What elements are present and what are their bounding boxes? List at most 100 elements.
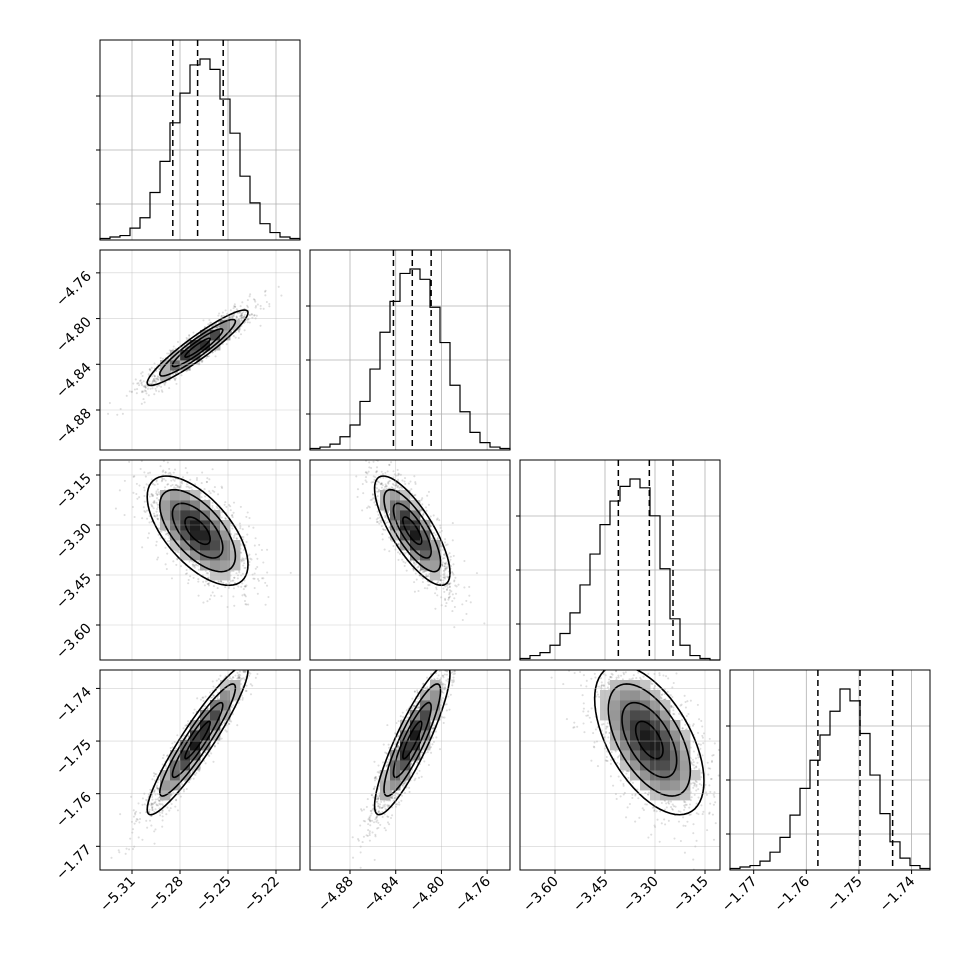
sample-point bbox=[151, 375, 154, 378]
sample-point bbox=[153, 499, 156, 503]
sample-point bbox=[164, 381, 167, 384]
histogram-panel-2 bbox=[516, 459, 721, 661]
y-tick-label: −3.30 bbox=[53, 521, 95, 563]
sample-point bbox=[444, 567, 447, 570]
sample-point bbox=[166, 552, 169, 555]
sample-point bbox=[235, 537, 238, 540]
sample-point bbox=[379, 483, 382, 486]
sample-point bbox=[147, 532, 151, 535]
sample-point bbox=[375, 470, 379, 473]
sample-point bbox=[475, 572, 479, 575]
sample-point bbox=[143, 510, 146, 513]
sample-point bbox=[421, 497, 424, 500]
sample-point bbox=[144, 386, 147, 389]
sample-point bbox=[160, 389, 163, 392]
sample-point bbox=[138, 384, 141, 387]
sample-point bbox=[134, 378, 137, 381]
sample-point bbox=[375, 471, 378, 474]
density-cell bbox=[190, 540, 201, 551]
sample-point bbox=[453, 626, 456, 629]
sample-point bbox=[164, 533, 168, 536]
sample-point bbox=[148, 471, 152, 474]
sample-point bbox=[156, 483, 159, 486]
sample-point bbox=[242, 316, 245, 319]
sample-point bbox=[170, 455, 172, 457]
sample-point bbox=[259, 304, 262, 308]
sample-point bbox=[168, 467, 171, 470]
sample-point bbox=[211, 591, 214, 594]
sample-point bbox=[367, 505, 370, 508]
sample-point bbox=[375, 521, 378, 524]
sample-point bbox=[215, 326, 219, 329]
sample-point bbox=[225, 343, 228, 346]
sample-point bbox=[163, 382, 166, 385]
sample-point bbox=[152, 378, 155, 381]
sample-point bbox=[451, 570, 454, 574]
contour-line bbox=[158, 318, 237, 377]
sample-point bbox=[447, 583, 451, 586]
sample-point bbox=[206, 600, 209, 603]
sample-point bbox=[160, 480, 163, 483]
sample-point bbox=[234, 336, 237, 339]
sample-point bbox=[243, 315, 246, 318]
sample-point bbox=[179, 481, 183, 484]
sample-point bbox=[164, 546, 167, 549]
sample-point bbox=[442, 569, 445, 573]
sample-point bbox=[132, 475, 135, 478]
sample-point bbox=[374, 476, 377, 479]
sample-point bbox=[192, 331, 195, 334]
sample-point bbox=[242, 549, 245, 552]
sample-point bbox=[365, 471, 368, 474]
panel-background bbox=[310, 250, 510, 450]
sample-point bbox=[393, 487, 396, 490]
sample-point bbox=[240, 314, 243, 317]
sample-point bbox=[407, 482, 410, 485]
sample-point bbox=[147, 394, 150, 397]
y-tick-label: −4.84 bbox=[53, 360, 95, 402]
sample-point bbox=[246, 304, 249, 307]
sample-point bbox=[399, 486, 402, 489]
sample-point bbox=[235, 316, 238, 319]
sample-point bbox=[448, 589, 451, 592]
sample-point bbox=[445, 588, 449, 591]
histogram-step-line bbox=[309, 268, 511, 450]
sample-point bbox=[381, 528, 385, 531]
sample-point bbox=[179, 565, 183, 568]
sample-point bbox=[155, 380, 158, 383]
density-cell bbox=[230, 540, 241, 551]
sample-point bbox=[444, 605, 447, 608]
sample-point bbox=[445, 588, 448, 591]
density-cell bbox=[210, 560, 221, 571]
sample-point bbox=[254, 553, 257, 556]
sample-point bbox=[214, 350, 217, 353]
sample-point bbox=[135, 492, 138, 496]
sample-point bbox=[152, 501, 155, 504]
density-cell bbox=[180, 550, 191, 561]
sample-point bbox=[157, 376, 160, 379]
sample-point bbox=[156, 375, 159, 378]
sample-point bbox=[228, 316, 231, 319]
sample-point bbox=[174, 379, 177, 382]
sample-point bbox=[153, 380, 156, 383]
sample-point bbox=[240, 551, 243, 554]
sample-point bbox=[147, 472, 150, 475]
sample-point bbox=[244, 603, 247, 606]
sample-point bbox=[374, 504, 377, 507]
density-cell bbox=[210, 330, 221, 341]
sample-point bbox=[144, 390, 147, 393]
histogram-step-line bbox=[519, 478, 720, 661]
sample-point bbox=[242, 558, 245, 561]
sample-point bbox=[414, 563, 417, 566]
sample-point bbox=[376, 517, 380, 520]
sample-point bbox=[405, 569, 408, 572]
sample-point bbox=[125, 394, 128, 397]
sample-point bbox=[435, 518, 439, 521]
density-cell bbox=[180, 500, 191, 511]
sample-point bbox=[227, 586, 230, 589]
sample-point bbox=[141, 390, 144, 393]
sample-point bbox=[143, 500, 146, 503]
sample-point bbox=[164, 563, 167, 566]
sample-point bbox=[186, 338, 189, 341]
sample-point bbox=[444, 598, 447, 602]
sample-point bbox=[414, 572, 417, 575]
